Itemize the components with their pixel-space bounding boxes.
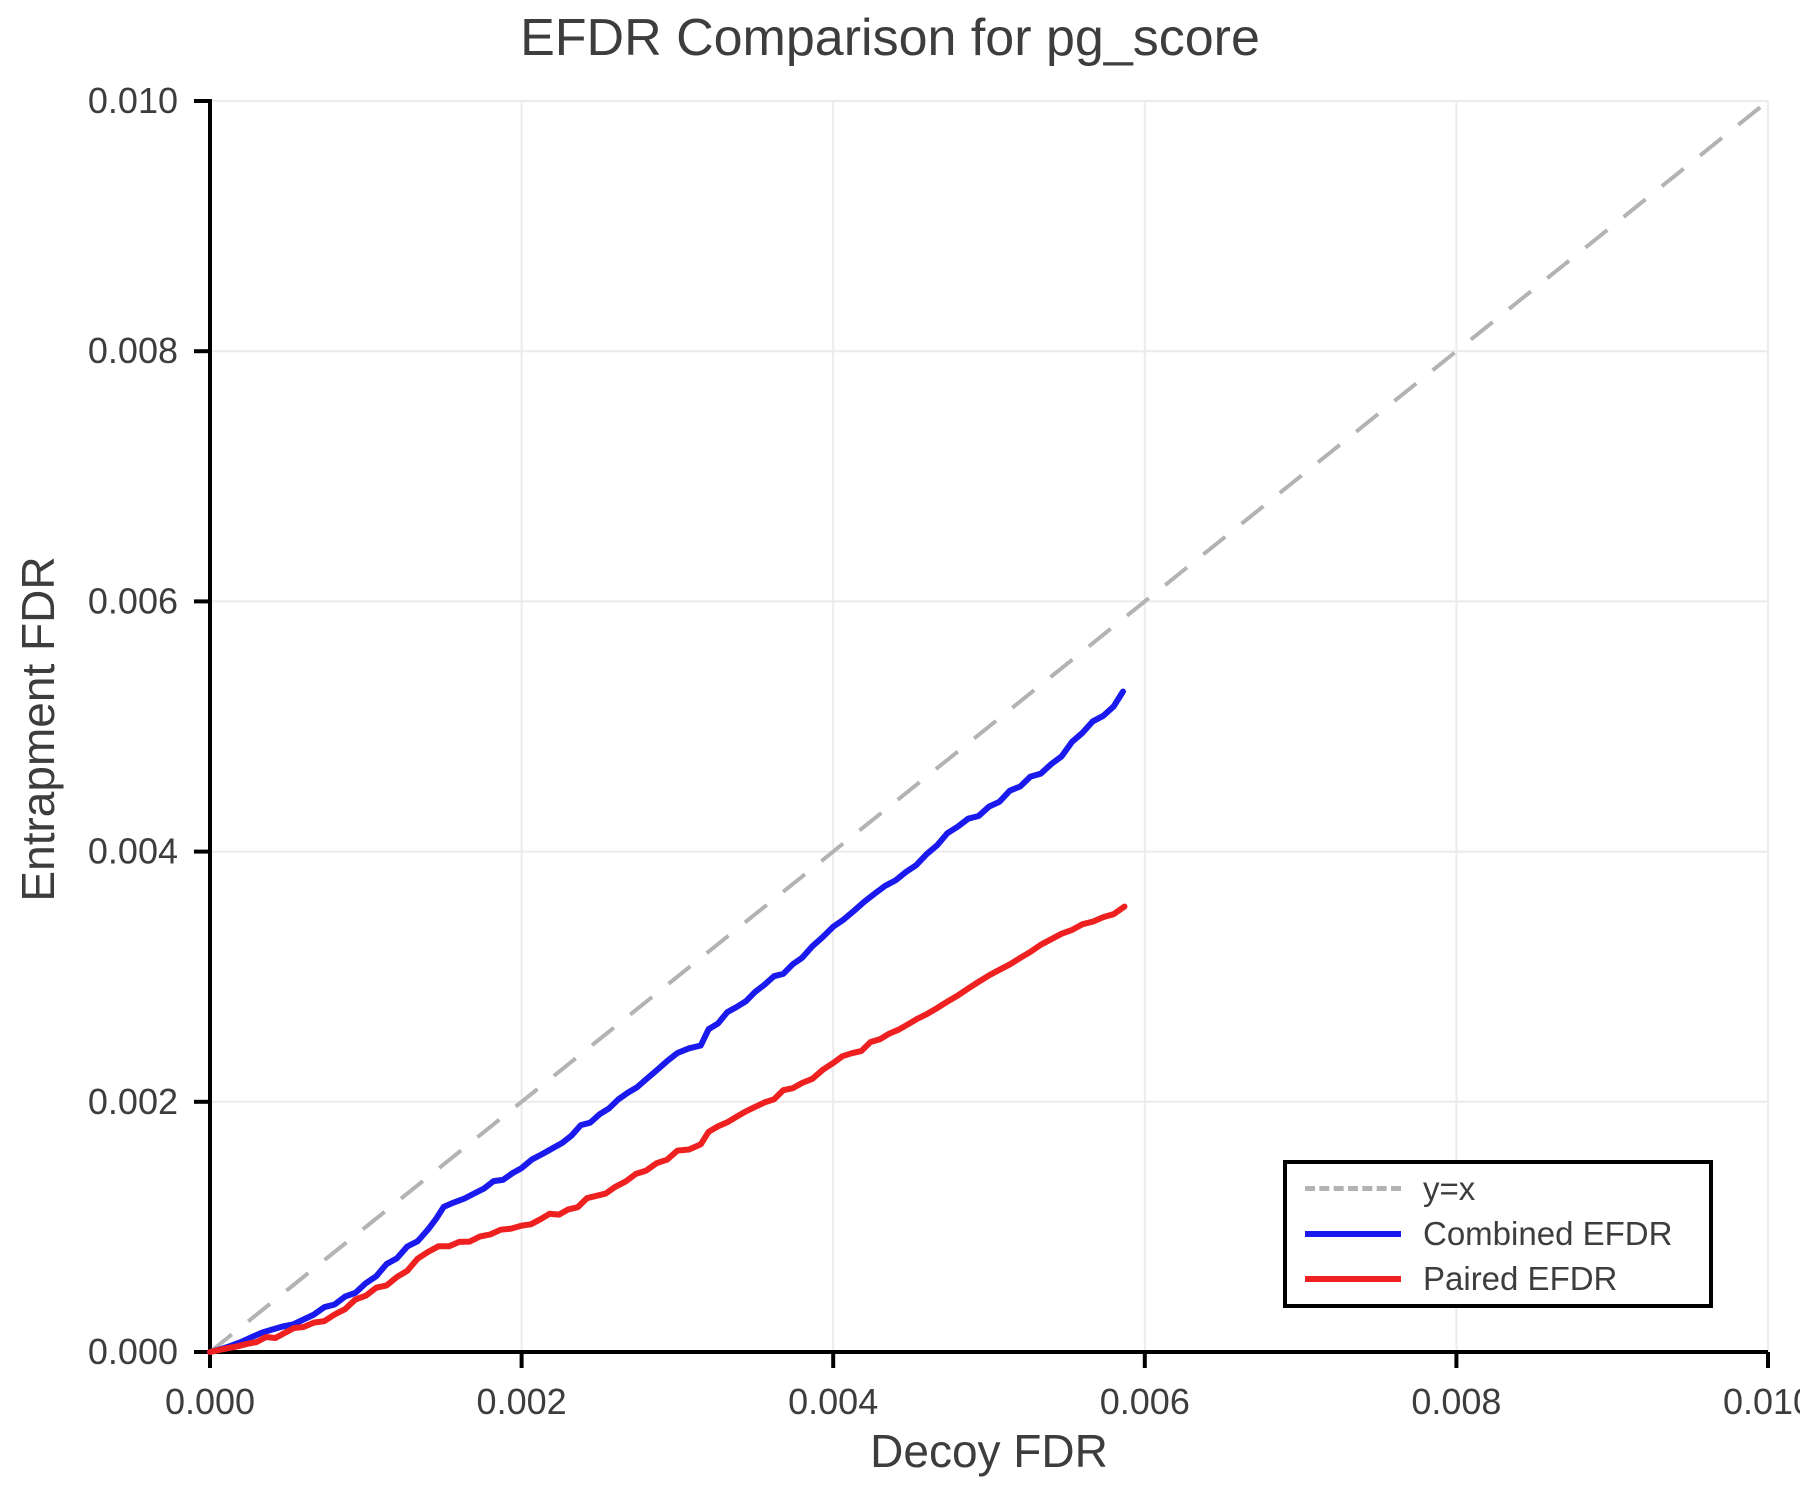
x-tick-label: 0.000 [165, 1381, 255, 1422]
legend-label-reference: y=x [1423, 1169, 1476, 1207]
series-line-combined [207, 688, 1126, 1355]
chart-title: EFDR Comparison for pg_score [520, 9, 1260, 67]
legend-row-combined: Combined EFDR [1305, 1214, 1691, 1252]
y-tick-label: 0.000 [88, 1331, 178, 1372]
dashed-line-sample [1305, 1186, 1401, 1192]
x-tick-label: 0.004 [788, 1381, 878, 1422]
legend-label-paired: Paired EFDR [1423, 1260, 1618, 1298]
legend-row-paired: Paired EFDR [1305, 1260, 1691, 1298]
legend: y=x Combined EFDR Paired EFDR [1283, 1160, 1713, 1308]
y-tick-label: 0.004 [88, 831, 178, 872]
series-line-paired [207, 903, 1128, 1355]
red-line-sample [1305, 1276, 1401, 1283]
legend-row-reference: y=x [1305, 1169, 1691, 1207]
legend-label-combined: Combined EFDR [1423, 1214, 1673, 1252]
x-tick-label: 0.006 [1100, 1381, 1190, 1422]
y-tick-label: 0.010 [88, 80, 178, 121]
reference-line-y-equals-x [208, 99, 1770, 1354]
y-tick-label: 0.006 [88, 580, 178, 621]
y-tick-label: 0.008 [88, 330, 178, 371]
y-tick-label: 0.002 [88, 1081, 178, 1122]
blue-line-sample [1305, 1231, 1401, 1237]
x-tick-label: 0.008 [1411, 1381, 1501, 1422]
x-axis-label: Decoy FDR [870, 1425, 1108, 1477]
x-tick-label: 0.002 [477, 1381, 567, 1422]
x-tick-label: 0.010 [1723, 1381, 1800, 1422]
y-axis-label: Entrapment FDR [12, 556, 64, 902]
